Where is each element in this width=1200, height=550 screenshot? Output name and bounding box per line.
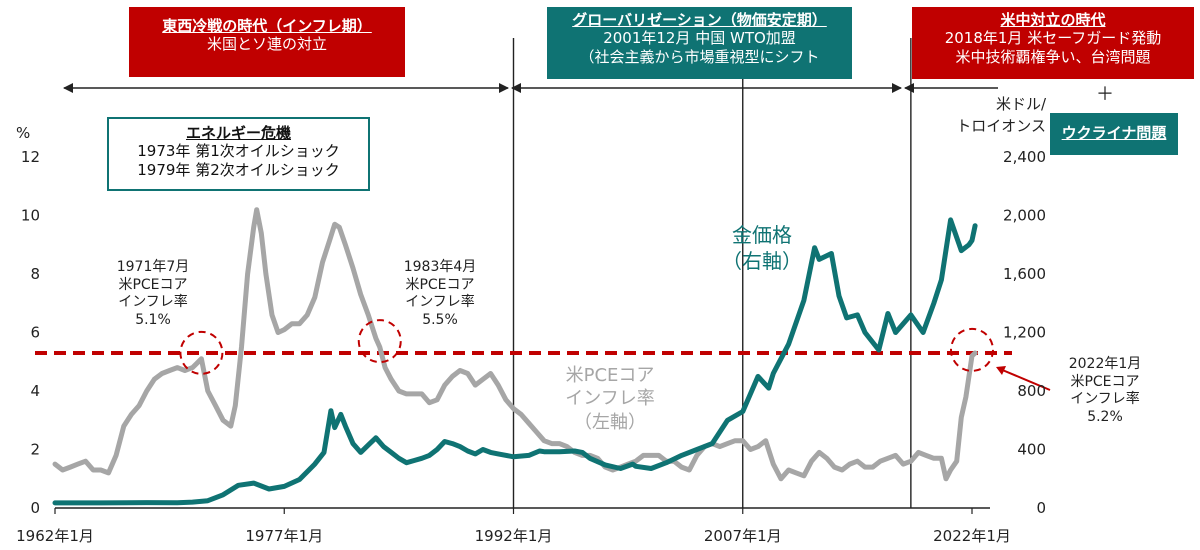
era-divider-lines [512,38,912,508]
gold-series-label-line-2: （右軸） [722,249,802,273]
era-globalization-line-2: （社会主義から市場重視型にシフト [579,47,820,66]
inflation-series-label: 米PCEコア インフレ率 （左軸） [545,364,675,434]
left-axis-tick: 2 [30,441,40,459]
right-axis-unit-line-1: 米ドル/ [995,95,1046,113]
right-axis-tick: 800 [1017,382,1046,400]
annotation-1983-metric-2: インフレ率 [405,294,475,310]
annotation-2022-metric: 米PCEコア [1070,373,1140,390]
right-axis-tick: 0 [1036,499,1046,517]
annotation-circle-0 [179,330,224,375]
annotation-2022-arrowhead [996,366,1006,375]
x-axis-tick: 1977年1月 [245,527,323,545]
right-axis-unit: 米ドル/ トロイオンス [950,94,1046,138]
axes: 0 2 4 6 8 10 12 0 400 800 1,200 1,600 2,000 2,400 1962… [16,148,1046,545]
era-globalization-line-1: 2001年12月 中国 WTO加盟 [603,29,796,48]
inflation-series [52,207,978,482]
gold-price-line [52,217,978,506]
x-axis-tick: 2007年1月 [704,527,782,545]
right-axis-tick: 1,600 [1003,265,1046,283]
annotation-1971-metric: 米PCEコア [118,276,188,293]
left-axis-tick: 0 [30,499,40,517]
annotation-1971-date: 1971年7月 [116,259,190,275]
era-cold-war-line: 米国とソ連の対立 [206,35,327,54]
era-arrow-head-left-1 [511,83,521,93]
left-axis-tick: 4 [30,382,40,400]
annotation-2022: 2022年1月 米PCEコア インフレ率 5.2% [1046,356,1164,426]
annotation-1983-value: 5.5% [422,311,458,328]
era-arrow-head-right-1 [892,83,902,93]
left-axis-tick: 8 [30,265,40,283]
inflation-series-label-line-2: インフレ率 [565,388,655,410]
left-axis-tick: 6 [30,324,40,342]
energy-crisis-box: エネルギー危機 1973年 第1次オイルショック 1979年 第2次オイルショッ… [107,117,370,191]
era-globalization-title: グローバリゼーション（物価安定期） [572,11,827,29]
x-axis-tick: 1992年1月 [475,527,553,545]
era-arrows [63,83,998,93]
annotation-1971-metric-2: インフレ率 [118,294,188,310]
annotation-1983-metric: 米PCEコア [405,276,475,293]
right-axis-tick: 1,200 [1003,324,1046,342]
annotation-1983-date: 1983年4月 [403,259,477,275]
left-axis-tick: 12 [21,148,40,166]
gold-series-label-line-1: 金価格 [732,223,792,247]
annotation-2022-metric-2: インフレ率 [1070,391,1140,407]
energy-crisis-line-1: 1973年 第1次オイルショック [137,142,340,161]
energy-crisis-line-2: 1979年 第2次オイルショック [137,160,340,179]
era-arrow-head-left-2 [904,83,914,93]
era-us-china-line-1: 2018年1月 米セーフガード発動 [944,29,1162,48]
era-cold-war-title: 東西冷戦の時代（インフレ期） [162,17,372,35]
annotation-circle-1 [357,319,402,364]
plus-sign: ＋ [1096,84,1114,105]
era-us-china-line-2: 米中技術覇権争い、台湾問題 [955,47,1151,66]
annotation-2022-date: 2022年1月 [1068,356,1142,372]
gold-series [52,217,978,506]
annotation-1983: 1983年4月 米PCEコア インフレ率 5.5% [385,259,495,329]
inflation-line [52,207,978,482]
left-axis-tick: 10 [21,207,40,225]
era-arrow-head-right-0 [499,83,509,93]
annotation-circles [179,319,1051,391]
ukraine-box: ウクライナ問題 [1050,113,1178,155]
gold-series-label: 金価格 （右軸） [712,222,812,274]
era-us-china-title: 米中対立の時代 [1000,11,1106,29]
era-globalization-box: グローバリゼーション（物価安定期） 2001年12月 中国 WTO加盟 （社会主… [547,7,852,79]
right-axis-unit-line-2: トロイオンス [956,116,1046,135]
energy-crisis-title: エネルギー危機 [185,124,291,142]
x-axis-tick: 1962年1月 [16,527,94,545]
inflation-series-label-line-3: （左軸） [574,411,646,433]
era-arrow-head-left-0 [63,83,73,93]
annotation-2022-value: 5.2% [1087,408,1123,425]
annotation-1971: 1971年7月 米PCEコア インフレ率 5.1% [98,259,208,329]
annotation-1971-value: 5.1% [135,311,171,328]
annotation-2022-arrow [999,368,1051,391]
annotation-circle-2 [950,327,994,372]
right-axis-tick: 400 [1017,441,1046,459]
right-axis-tick: 2,400 [1003,148,1046,166]
x-axis-tick: 2022年1月 [933,527,1011,545]
era-cold-war-box: 東西冷戦の時代（インフレ期） 米国とソ連の対立 [129,7,405,77]
right-axis-tick: 2,000 [1003,207,1046,225]
ukraine-label: ウクライナ問題 [1061,124,1167,142]
inflation-series-label-line-1: 米PCEコア [565,365,655,386]
era-us-china-box: 米中対立の時代 2018年1月 米セーフガード発動 米中技術覇権争い、台湾問題 [912,7,1194,79]
left-axis-unit: % [16,124,31,142]
